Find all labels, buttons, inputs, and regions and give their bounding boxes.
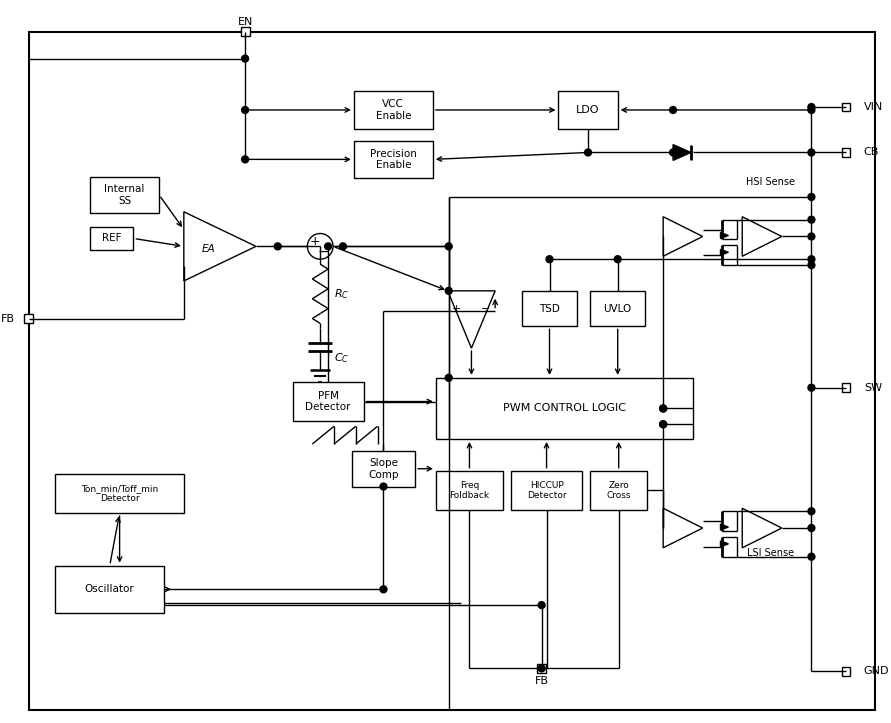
Circle shape (808, 525, 815, 531)
Circle shape (808, 508, 815, 515)
Text: PWM CONTROL LOGIC: PWM CONTROL LOGIC (503, 403, 625, 414)
Bar (55, 565, 164, 613)
Text: LDO: LDO (576, 105, 600, 115)
Bar (537, 664, 546, 673)
Circle shape (808, 262, 815, 269)
Circle shape (808, 384, 815, 391)
Bar (24, 314, 33, 323)
Bar (842, 667, 850, 676)
Bar (354, 91, 433, 129)
Circle shape (808, 256, 815, 262)
Circle shape (241, 106, 249, 114)
Circle shape (659, 421, 666, 428)
Text: +: + (452, 304, 462, 314)
Circle shape (614, 256, 621, 262)
Circle shape (380, 586, 387, 593)
Bar (590, 471, 648, 510)
Circle shape (324, 243, 331, 250)
Text: VIN: VIN (863, 102, 883, 112)
Text: VCC
Enable: VCC Enable (376, 99, 411, 121)
Bar (522, 291, 577, 326)
Text: Precision
Enable: Precision Enable (370, 149, 417, 170)
Bar (352, 451, 415, 487)
Circle shape (659, 405, 666, 412)
Bar (842, 383, 850, 392)
Text: +: + (310, 235, 321, 248)
Text: Ton_min/Toff_min
Detector: Ton_min/Toff_min Detector (81, 484, 159, 503)
Circle shape (808, 553, 815, 560)
Text: $C_C$: $C_C$ (334, 351, 349, 365)
Bar (241, 27, 249, 36)
Bar (55, 474, 184, 513)
Circle shape (446, 287, 452, 294)
Text: REF: REF (102, 234, 121, 244)
Text: $R_C$: $R_C$ (334, 287, 349, 301)
Circle shape (446, 375, 452, 381)
Text: FB: FB (535, 676, 549, 686)
Text: EA: EA (201, 244, 216, 254)
Text: Zero
Cross: Zero Cross (607, 481, 631, 500)
Bar (511, 471, 582, 510)
Text: −: − (480, 304, 490, 314)
Circle shape (538, 602, 545, 609)
Circle shape (538, 665, 545, 672)
Bar (436, 378, 693, 439)
Circle shape (808, 149, 815, 156)
Circle shape (808, 103, 815, 111)
Circle shape (446, 243, 452, 250)
Circle shape (584, 149, 592, 156)
Bar (559, 91, 617, 129)
Bar (842, 148, 850, 157)
Text: Oscillator: Oscillator (85, 584, 135, 594)
Bar (590, 291, 645, 326)
Circle shape (659, 421, 666, 428)
Circle shape (808, 233, 815, 240)
Text: UVLO: UVLO (603, 304, 632, 314)
Bar (436, 471, 503, 510)
Polygon shape (721, 233, 729, 239)
Text: Slope
Comp: Slope Comp (368, 458, 399, 479)
Text: Internal
SS: Internal SS (104, 184, 144, 206)
Circle shape (241, 55, 249, 62)
Text: HICCUP
Detector: HICCUP Detector (527, 481, 567, 500)
Text: PFM
Detector: PFM Detector (306, 390, 351, 412)
Bar (354, 140, 433, 178)
Text: Freq
Foldback: Freq Foldback (449, 481, 489, 500)
Circle shape (274, 243, 282, 250)
Polygon shape (673, 145, 691, 161)
Circle shape (808, 216, 815, 223)
Circle shape (670, 106, 676, 114)
Circle shape (808, 106, 815, 114)
Circle shape (339, 243, 347, 250)
Circle shape (380, 483, 387, 490)
Polygon shape (721, 541, 729, 547)
Bar (90, 226, 134, 250)
Circle shape (670, 149, 676, 156)
Text: CB: CB (863, 147, 879, 158)
Text: SW: SW (863, 382, 882, 393)
Text: LSI Sense: LSI Sense (748, 548, 795, 557)
Circle shape (241, 156, 249, 163)
Bar (842, 103, 850, 111)
Polygon shape (721, 249, 729, 255)
Bar (90, 177, 159, 213)
Text: FB: FB (1, 314, 15, 323)
Circle shape (546, 256, 553, 262)
Text: TSD: TSD (539, 304, 560, 314)
Text: HSI Sense: HSI Sense (746, 177, 795, 187)
Circle shape (659, 405, 666, 412)
Bar (292, 382, 364, 422)
Text: GND: GND (863, 667, 889, 676)
Circle shape (808, 194, 815, 200)
Text: EN: EN (237, 17, 253, 27)
Text: −: − (317, 245, 329, 260)
Polygon shape (721, 524, 729, 530)
